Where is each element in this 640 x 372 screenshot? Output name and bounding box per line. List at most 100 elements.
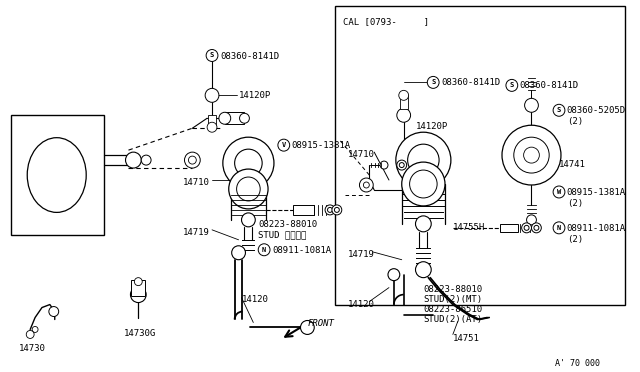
Circle shape xyxy=(228,169,268,209)
Circle shape xyxy=(125,152,141,168)
Circle shape xyxy=(237,177,260,201)
Bar xyxy=(208,115,216,127)
Text: 14120P: 14120P xyxy=(239,92,271,100)
Text: (2): (2) xyxy=(567,235,583,244)
Circle shape xyxy=(141,155,151,165)
Text: 14741: 14741 xyxy=(559,160,586,169)
Bar xyxy=(292,205,314,215)
Text: 08223-88010: 08223-88010 xyxy=(424,285,483,294)
Text: STUD(2)(MT): STUD(2)(MT) xyxy=(424,295,483,304)
Text: 14710: 14710 xyxy=(182,178,209,187)
Circle shape xyxy=(235,149,262,177)
Circle shape xyxy=(207,122,217,132)
Circle shape xyxy=(428,76,439,89)
Text: N: N xyxy=(262,247,266,253)
Circle shape xyxy=(553,222,565,234)
Ellipse shape xyxy=(28,138,86,212)
Text: S: S xyxy=(557,107,561,113)
Circle shape xyxy=(332,205,342,215)
Circle shape xyxy=(184,152,200,168)
Text: N: N xyxy=(557,225,561,231)
Bar xyxy=(335,6,625,305)
Text: 14120: 14120 xyxy=(348,299,374,309)
Text: 08223-88010: 08223-88010 xyxy=(258,220,317,229)
Circle shape xyxy=(402,162,445,206)
Circle shape xyxy=(415,262,431,278)
Text: 14730G: 14730G xyxy=(124,330,156,339)
Circle shape xyxy=(397,160,406,170)
Text: FRONT: FRONT xyxy=(307,320,334,328)
Bar xyxy=(500,224,518,232)
Circle shape xyxy=(396,132,451,188)
Circle shape xyxy=(223,137,274,189)
Text: 14120: 14120 xyxy=(241,295,268,304)
Text: 08360-8141D: 08360-8141D xyxy=(441,78,500,87)
Circle shape xyxy=(364,182,369,188)
Circle shape xyxy=(399,90,408,100)
Circle shape xyxy=(258,244,270,256)
Circle shape xyxy=(26,330,34,339)
Circle shape xyxy=(408,144,439,176)
Circle shape xyxy=(241,213,255,227)
Text: 08223-86510: 08223-86510 xyxy=(424,305,483,314)
Text: S: S xyxy=(509,82,514,89)
Circle shape xyxy=(524,225,529,230)
Text: 14730: 14730 xyxy=(19,344,45,353)
Circle shape xyxy=(232,246,246,260)
Circle shape xyxy=(278,139,290,151)
Circle shape xyxy=(502,125,561,185)
Text: 08915-1381A: 08915-1381A xyxy=(292,141,351,150)
Circle shape xyxy=(205,89,219,102)
Text: (2): (2) xyxy=(567,199,583,208)
Circle shape xyxy=(325,205,335,215)
Circle shape xyxy=(534,225,539,230)
Bar xyxy=(225,112,244,124)
Circle shape xyxy=(219,112,230,124)
Circle shape xyxy=(239,113,250,123)
Circle shape xyxy=(506,79,518,92)
Circle shape xyxy=(399,163,404,167)
Circle shape xyxy=(301,321,314,334)
Circle shape xyxy=(524,147,540,163)
Circle shape xyxy=(522,223,531,233)
Text: (2): (2) xyxy=(567,117,583,126)
Circle shape xyxy=(134,278,142,286)
Text: 14719: 14719 xyxy=(182,228,209,237)
Circle shape xyxy=(525,98,538,112)
Text: S: S xyxy=(431,79,435,86)
Circle shape xyxy=(553,104,565,116)
Text: 14751: 14751 xyxy=(453,334,480,343)
Circle shape xyxy=(527,215,536,225)
Text: V: V xyxy=(282,142,286,148)
Circle shape xyxy=(553,186,565,198)
Bar xyxy=(400,95,408,109)
Circle shape xyxy=(206,49,218,61)
Text: CAL [0793-     ]: CAL [0793- ] xyxy=(343,17,429,26)
Circle shape xyxy=(380,161,388,169)
Text: 08360-8141D: 08360-8141D xyxy=(520,81,579,90)
Text: W: W xyxy=(557,189,561,195)
Text: 08911-1081A: 08911-1081A xyxy=(272,246,331,255)
Text: S: S xyxy=(210,52,214,58)
Text: 14120P: 14120P xyxy=(415,122,448,131)
Text: 14755H: 14755H xyxy=(453,223,485,232)
Circle shape xyxy=(514,137,549,173)
Text: 08911-1081A: 08911-1081A xyxy=(567,224,626,233)
Text: 14710: 14710 xyxy=(348,150,374,159)
Bar xyxy=(131,280,145,296)
Text: 08915-1381A: 08915-1381A xyxy=(567,188,626,197)
Circle shape xyxy=(410,170,437,198)
Circle shape xyxy=(360,178,373,192)
Circle shape xyxy=(49,307,59,317)
Circle shape xyxy=(131,286,146,302)
Circle shape xyxy=(32,327,38,333)
Circle shape xyxy=(415,216,431,232)
Circle shape xyxy=(335,208,339,212)
Circle shape xyxy=(188,156,196,164)
Bar xyxy=(10,115,104,235)
Text: STUD スタッド: STUD スタッド xyxy=(258,230,307,239)
Text: A' 70 000: A' 70 000 xyxy=(556,359,600,368)
Text: 08360-5205D: 08360-5205D xyxy=(567,106,626,115)
Circle shape xyxy=(531,223,541,233)
Text: 08360-8141D: 08360-8141D xyxy=(220,51,279,61)
